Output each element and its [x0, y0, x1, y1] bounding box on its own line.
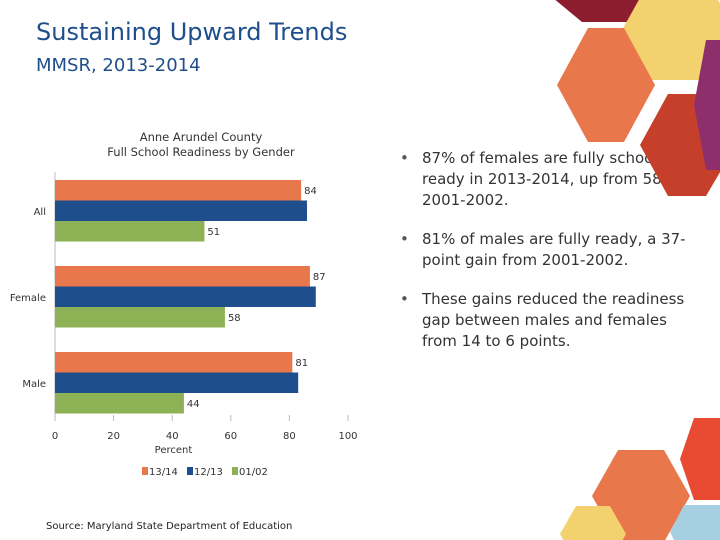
- bar-13-14: [55, 180, 302, 201]
- chart-title-line-1: Anne Arundel County: [139, 130, 263, 144]
- x-tick-label: 80: [283, 431, 296, 442]
- legend-label: 01/02: [239, 467, 268, 478]
- hexagon-red-bottom-icon: [680, 418, 720, 500]
- bullet-dot-icon: •: [400, 149, 409, 167]
- bullet-text: 87% of females are fully school-ready in…: [422, 149, 695, 209]
- slide-subtitle: MMSR, 2013-2014: [36, 55, 201, 76]
- legend-swatch: [232, 467, 238, 475]
- bullet-item: • These gains reduced the readiness gap b…: [398, 289, 698, 352]
- bar-12-13: [55, 200, 307, 221]
- x-tick-label: 60: [224, 431, 237, 442]
- category-label: Male: [22, 379, 46, 390]
- bullet-item: • 81% of males are fully ready, a 37-poin…: [398, 229, 698, 271]
- bar-13-14: [55, 352, 293, 373]
- bar-01-02: [55, 393, 184, 414]
- category-label: All: [34, 207, 46, 218]
- x-tick-label: 100: [338, 431, 357, 442]
- bullet-dot-icon: •: [400, 230, 409, 248]
- bullet-text: 81% of males are fully ready, a 37-point…: [422, 230, 686, 269]
- legend-label: 12/13: [194, 467, 223, 478]
- bar-12-13: [55, 372, 299, 393]
- slide-title: Sustaining Upward Trends: [36, 18, 348, 46]
- legend-swatch: [187, 467, 193, 475]
- legend-label: 13/14: [149, 467, 178, 478]
- hexagon-orange-bottom-icon: [592, 450, 690, 540]
- hexagon-yellow-bottom-icon: [560, 506, 626, 540]
- data-label: 44: [187, 399, 200, 410]
- bar-01-02: [55, 307, 225, 328]
- x-axis-label: Percent: [155, 445, 193, 456]
- bullet-text: These gains reduced the readiness gap be…: [422, 290, 685, 350]
- legend-swatch: [142, 467, 148, 475]
- x-tick-label: 20: [107, 431, 120, 442]
- bullet-dot-icon: •: [400, 290, 409, 308]
- chart-title-line-2: Full School Readiness by Gender: [107, 145, 295, 159]
- data-label: 58: [228, 313, 241, 324]
- source-note: Source: Maryland State Department of Edu…: [46, 521, 293, 532]
- hexagon-maroon-icon: [555, 0, 667, 22]
- data-label: 81: [295, 358, 308, 369]
- bar-chart: All 84 51 Female 87 58 Male 81 44 0 20 40 60 80 100 Per…: [10, 172, 358, 478]
- bar-13-14: [55, 266, 310, 287]
- x-tick-label: 0: [52, 431, 58, 442]
- hexagon-lightblue-icon: [670, 505, 720, 540]
- bullet-list: • 87% of females are fully school-ready i…: [398, 148, 698, 370]
- data-label: 51: [207, 227, 220, 238]
- hexagon-orange-icon: [557, 28, 655, 142]
- data-label: 84: [304, 186, 317, 197]
- category-label: Female: [10, 293, 46, 304]
- x-tick-label: 40: [166, 431, 179, 442]
- bar-12-13: [55, 286, 316, 307]
- hexagon-yellow-icon: [622, 0, 720, 80]
- chart-title: Anne Arundel County Full School Readines…: [70, 130, 332, 160]
- bar-01-02: [55, 221, 205, 242]
- bullet-item: • 87% of females are fully school-ready i…: [398, 148, 698, 211]
- data-label: 87: [313, 272, 326, 283]
